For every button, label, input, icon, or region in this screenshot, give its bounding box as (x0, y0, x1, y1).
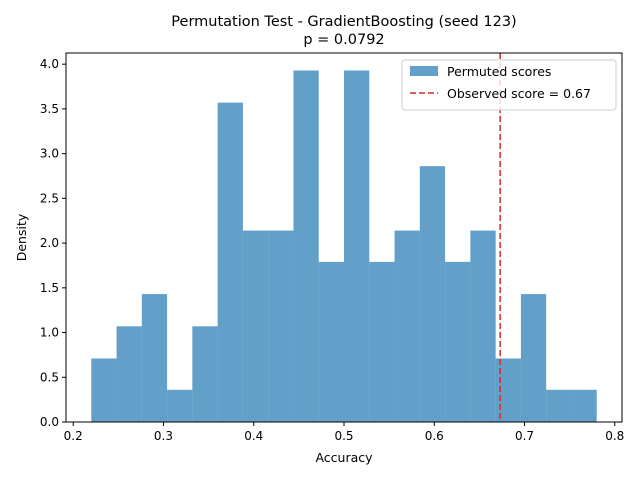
x-tick-label: 0.5 (334, 429, 353, 443)
histogram-bar (167, 389, 193, 422)
y-tick-label: 2.0 (40, 236, 59, 250)
histogram-bar (419, 166, 446, 422)
histogram-bar (344, 70, 370, 422)
histogram-bar (192, 326, 218, 422)
histogram-bar (268, 230, 294, 422)
y-tick-label: 1.0 (40, 326, 59, 340)
legend-box (401, 59, 617, 111)
histogram-bar (571, 389, 597, 422)
x-axis-ticks: 0.2 0.3 0.4 0.5 0.6 0.7 0.8 (64, 422, 624, 443)
histogram-bar (445, 261, 471, 422)
y-tick-label: 0.0 (40, 415, 59, 429)
legend-label-permuted: Permuted scores (447, 64, 551, 79)
y-tick-label: 0.5 (40, 370, 59, 384)
histogram-bar (141, 294, 168, 422)
histogram-bar (242, 230, 269, 422)
x-tick-label: 0.4 (244, 429, 263, 443)
histogram-bar (293, 70, 319, 422)
y-tick-label: 2.5 (40, 191, 59, 205)
x-tick-label: 0.3 (154, 429, 173, 443)
x-tick-label: 0.2 (64, 429, 83, 443)
x-tick-label: 0.7 (515, 429, 534, 443)
x-axis-label: Accuracy (315, 450, 373, 465)
histogram-bar (394, 230, 420, 422)
legend-label-observed: Observed score = 0.67 (447, 86, 591, 101)
histogram-bar (217, 102, 243, 422)
histogram-bar (318, 261, 344, 422)
histogram-bar (369, 261, 395, 422)
legend-swatch-permuted (410, 66, 438, 76)
x-tick-label: 0.8 (605, 429, 624, 443)
histogram-bar (520, 294, 547, 422)
histogram-bar (470, 230, 496, 422)
y-tick-label: 3.0 (40, 147, 59, 161)
histogram-bar (91, 358, 117, 422)
chart-subtitle: p = 0.0792 (303, 32, 384, 48)
histogram-bar (546, 389, 572, 422)
y-tick-label: 1.5 (40, 281, 59, 295)
histogram-bar (116, 326, 142, 422)
y-tick-label: 4.0 (40, 57, 59, 71)
chart-title: Permutation Test - GradientBoosting (see… (171, 14, 516, 30)
legend: Permuted scores Observed score = 0.67 (401, 59, 617, 111)
y-axis-label: Density (14, 213, 29, 261)
histogram-bars (91, 70, 597, 422)
y-tick-label: 3.5 (40, 102, 59, 116)
x-tick-label: 0.6 (425, 429, 444, 443)
y-axis-ticks: 0.0 0.5 1.0 1.5 2.0 2.5 3.0 3.5 4.0 (40, 57, 66, 429)
